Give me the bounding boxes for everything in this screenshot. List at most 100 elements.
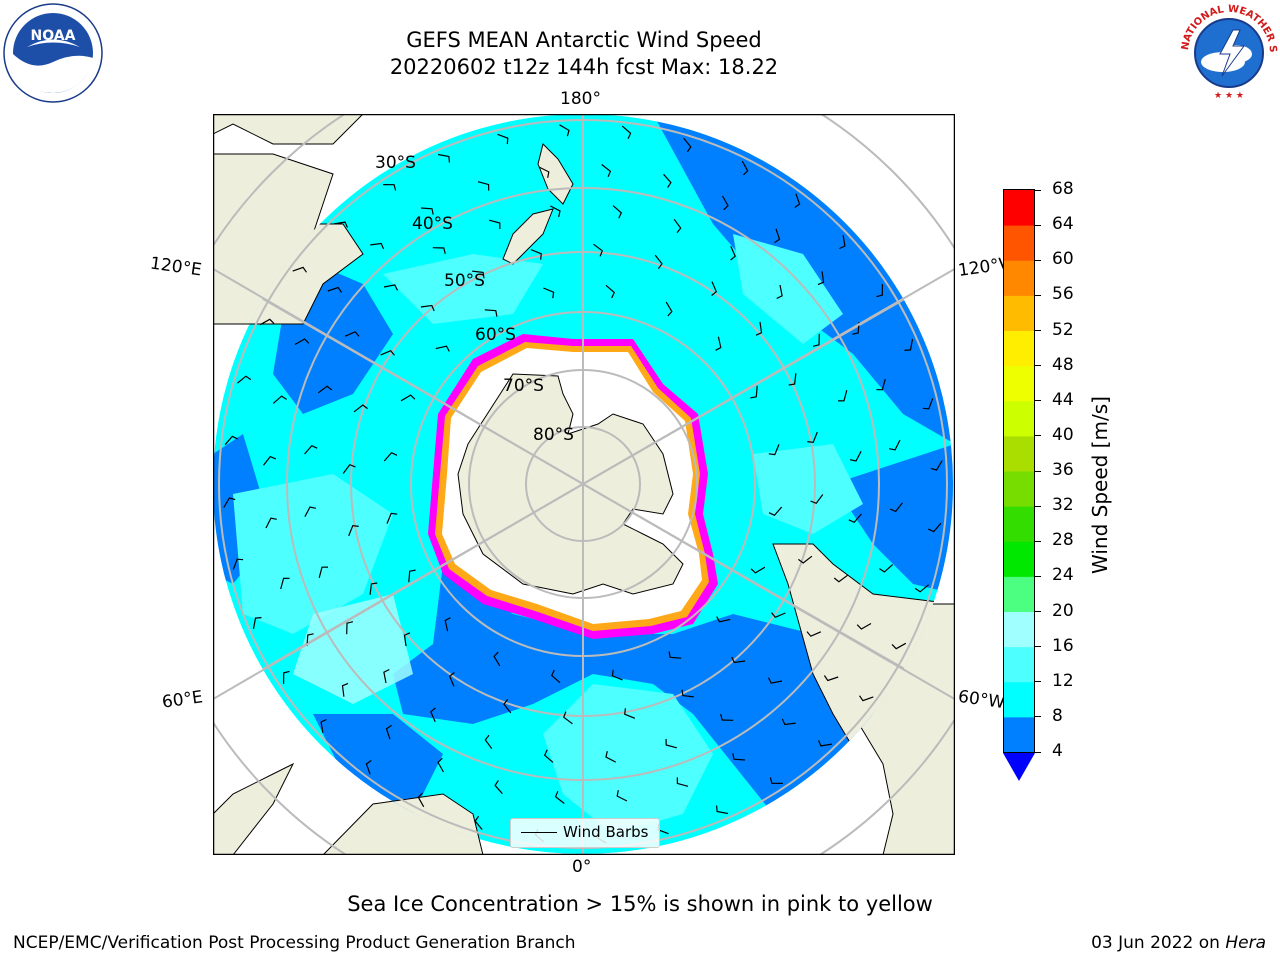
wind-barb	[611, 669, 623, 681]
wind-barb	[386, 512, 398, 524]
lon-label-lower-left: 60°E	[160, 687, 205, 713]
wind-barb	[663, 173, 672, 188]
wind-barb	[848, 513, 862, 524]
wind-barb	[489, 219, 501, 230]
colorbar-tick-mark	[1035, 400, 1041, 402]
wind-barb	[317, 385, 333, 394]
wind-barb	[612, 205, 623, 219]
colorbar-band	[1004, 435, 1034, 472]
wind-barb	[550, 669, 561, 684]
wind-barb	[232, 558, 244, 570]
wind-barb	[771, 612, 786, 619]
colorbar-tick-label: 12	[1052, 670, 1074, 691]
colorbar-tick-label: 4	[1052, 741, 1063, 761]
colorbar-band	[1004, 400, 1034, 437]
wind-barb	[346, 621, 354, 635]
wind-barb	[562, 711, 573, 725]
lon-label-top: 180°	[560, 89, 601, 109]
wind-barb	[348, 525, 359, 537]
chart-subtitle: 20220602 t12z 144h fcst Max: 18.22	[389, 55, 779, 79]
lon-label-lower-right: 60°W	[956, 686, 1007, 714]
wind-barb	[624, 708, 636, 719]
wind-barbs	[223, 124, 943, 844]
wind-barb	[930, 460, 943, 471]
wind-barb	[876, 378, 886, 391]
colorbar-tick-mark	[1035, 365, 1041, 367]
wind-barb	[833, 574, 849, 583]
wind-barb	[484, 309, 498, 317]
colorbar-tick-mark	[1035, 716, 1041, 718]
colorbar-band	[1004, 260, 1034, 296]
wind-barb	[417, 792, 425, 808]
wind-barb	[530, 249, 542, 260]
lat-label-40s: 40°S	[412, 214, 453, 234]
colorbar	[1003, 189, 1035, 781]
wind-barb	[320, 718, 327, 733]
wind-barb	[774, 228, 781, 244]
wind-barb	[383, 184, 397, 191]
wind-barb	[304, 444, 318, 455]
colorbar-tick-label: 56	[1052, 284, 1074, 305]
wind-barb	[477, 181, 490, 191]
footer-producer: NCEP/EMC/Verification Post Processing Pr…	[13, 933, 576, 953]
wind-barb	[370, 242, 385, 250]
wind-barb	[259, 318, 275, 326]
wind-barb	[721, 195, 729, 211]
colorbar-tick-label: 16	[1052, 635, 1074, 656]
footer-machine-name: Hera	[1225, 933, 1266, 953]
noaa-logo-text: NOAA	[31, 28, 76, 44]
wind-barb	[817, 740, 832, 747]
wind-barb	[408, 569, 416, 583]
colorbar-band	[1004, 541, 1034, 577]
wind-barb	[605, 750, 616, 763]
wind-barb	[421, 207, 434, 215]
wind-barb	[711, 281, 718, 296]
wind-barb	[294, 338, 310, 346]
wind-barb	[676, 777, 689, 787]
lon-label-upper-left: 120°E	[148, 253, 203, 281]
wind-barb	[383, 284, 399, 291]
colorbar-band	[1004, 506, 1034, 542]
colorbar-tick-label: 8	[1052, 705, 1063, 726]
colorbar-band	[1004, 611, 1034, 648]
wind-barb	[823, 675, 839, 682]
wind-barb	[280, 577, 290, 590]
wind-barb	[852, 322, 860, 335]
wind-barb	[769, 777, 783, 784]
wind-barb	[403, 632, 411, 647]
wind-barb	[715, 336, 722, 351]
wind-barb	[683, 138, 692, 153]
wind-barb	[538, 166, 550, 178]
wind-barb	[889, 502, 903, 513]
wind-barb	[673, 218, 682, 234]
lat-label-70s: 70°S	[503, 376, 544, 396]
colorbar-tick-label: 44	[1052, 389, 1074, 410]
legend-label: Wind Barbs	[563, 823, 649, 841]
wind-barb	[750, 566, 766, 574]
wind-barb	[812, 333, 820, 347]
colorbar-tick-mark	[1035, 330, 1041, 331]
colorbar-tick-mark	[1035, 294, 1041, 296]
wind-barb	[810, 494, 824, 505]
colorbar-tick-mark	[1035, 259, 1041, 261]
wind-barb	[776, 284, 783, 300]
colorbar-band	[1004, 225, 1034, 261]
wind-barb	[798, 555, 813, 564]
colorbar-tick-mark	[1035, 646, 1041, 648]
colorbar-tick-mark	[1035, 505, 1041, 507]
wind-barb	[794, 193, 801, 208]
wind-barb	[817, 271, 825, 286]
wind-barb	[304, 506, 317, 517]
wind-barb	[484, 734, 493, 750]
wind-barb	[928, 522, 942, 533]
wind-barb	[385, 724, 392, 740]
colorbar-tick-label: 24	[1052, 565, 1074, 586]
colorbar-band	[1004, 716, 1034, 753]
wind-barb	[472, 270, 485, 279]
wind-barb	[272, 395, 287, 404]
wind-barb	[263, 455, 277, 466]
wind-barb	[380, 349, 395, 356]
wind-barb	[856, 622, 872, 630]
colorbar-tick-label: 64	[1052, 214, 1074, 235]
wind-barb	[420, 304, 435, 312]
